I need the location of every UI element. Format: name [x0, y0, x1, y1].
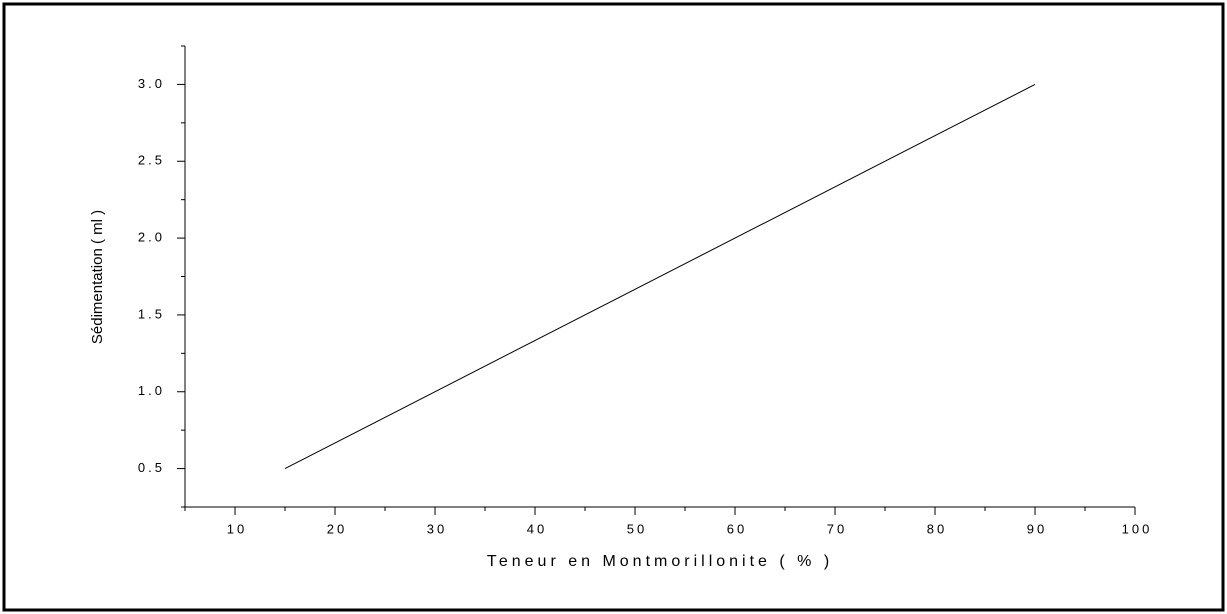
y-tick-label: 2.0: [138, 230, 165, 245]
y-tick-label: 3.0: [138, 76, 165, 91]
x-tick-label: 100: [1122, 521, 1153, 536]
y-axis-label: Sédimentation ( ml ): [89, 210, 106, 344]
x-tick-label: 50: [627, 521, 647, 536]
y-tick-label: 1.0: [138, 383, 165, 398]
x-tick-label: 90: [1027, 521, 1047, 536]
x-tick-label: 20: [327, 521, 347, 536]
y-tick-label: 0.5: [138, 460, 165, 475]
x-tick-label: 80: [927, 521, 947, 536]
x-tick-label: 70: [827, 521, 847, 536]
x-axis-label: Teneur en Montmorillonite ( % ): [487, 553, 833, 570]
x-tick-label: 40: [527, 521, 547, 536]
x-tick-label: 10: [227, 521, 247, 536]
x-tick-label: 60: [727, 521, 747, 536]
line: [284, 83, 1036, 470]
x-tick-label: 30: [427, 521, 447, 536]
y-tick-label: 2.5: [138, 153, 165, 168]
y-tick-label: 1.5: [138, 306, 165, 321]
